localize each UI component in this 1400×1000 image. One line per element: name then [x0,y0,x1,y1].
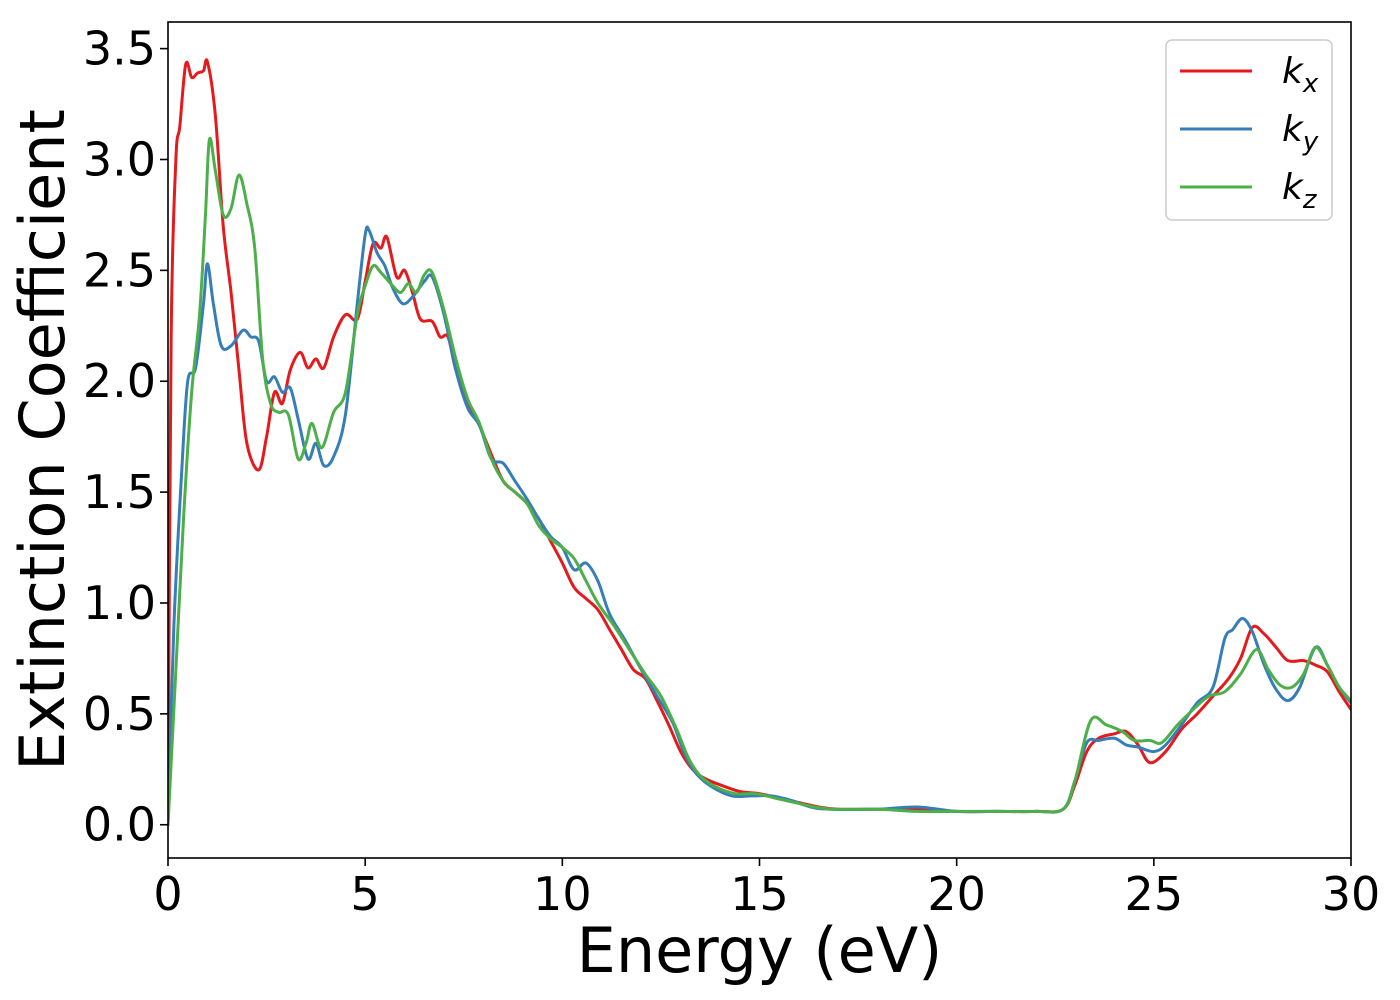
y-tick-label: 1.0 [83,576,156,630]
x-tick-label: 5 [351,867,380,921]
plot-area [168,22,1351,858]
y-tick-label: 2.5 [83,243,156,297]
legend-label-subscript: y [1302,127,1319,157]
legend-label-base: k [1282,167,1305,208]
y-tick-label: 3.0 [83,132,156,186]
series-line-ky [168,225,1351,827]
y-tick-label: 0.0 [83,798,156,852]
x-tick-label: 25 [1125,867,1184,921]
series-line-kz [168,136,1351,827]
y-tick-label: 0.5 [83,687,156,741]
legend-label-base: k [1282,51,1305,92]
y-tick-label: 3.5 [83,22,156,76]
series-line-kx [168,58,1351,827]
legend-label-kx: kx [1282,51,1319,99]
legend-label-subscript: z [1302,185,1318,215]
y-tick-label: 2.0 [83,354,156,408]
x-tick-label: 30 [1322,867,1381,921]
legend-label-kz: kz [1282,167,1318,215]
x-tick-label: 15 [730,867,789,921]
y-axis-ticks: 0.0 0.5 1.0 1.5 2.0 2.5 3.0 3.5 [83,22,168,852]
legend-label-base: k [1282,109,1305,150]
x-tick-label: 10 [533,867,592,921]
legend-label-ky: ky [1282,109,1319,157]
x-axis-ticks: 0 5 10 15 20 25 30 [153,858,1380,921]
x-axis-label: Energy (eV) [577,914,943,987]
series-layer [168,58,1351,827]
y-axis-label: Extinction Coefficient [6,109,79,771]
x-tick-label: 0 [153,867,182,921]
legend-label-subscript: x [1302,69,1319,99]
x-tick-label: 20 [927,867,986,921]
y-tick-label: 1.5 [83,465,156,519]
